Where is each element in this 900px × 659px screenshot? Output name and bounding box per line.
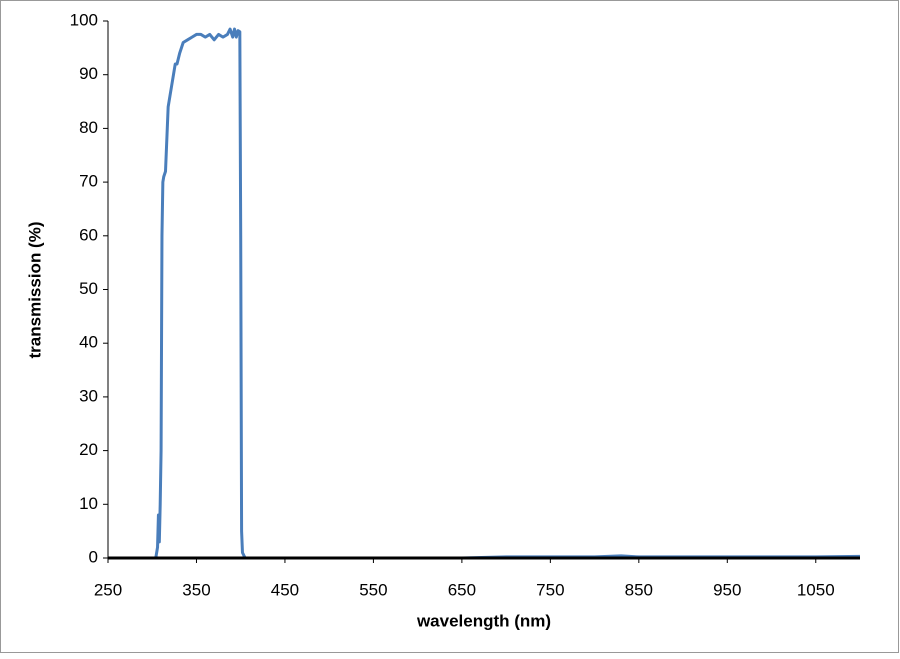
y-tick-label: 70 bbox=[79, 172, 98, 191]
x-tick-label: 550 bbox=[359, 580, 387, 599]
x-tick-label: 1050 bbox=[797, 580, 835, 599]
x-tick-label: 450 bbox=[271, 580, 299, 599]
x-tick-label: 750 bbox=[536, 580, 564, 599]
y-tick-label: 10 bbox=[79, 494, 98, 513]
y-tick-label: 0 bbox=[89, 547, 98, 566]
x-tick-label: 650 bbox=[448, 580, 476, 599]
x-tick-label: 950 bbox=[713, 580, 741, 599]
x-axis-label: wavelength (nm) bbox=[416, 611, 551, 630]
y-tick-label: 90 bbox=[79, 64, 98, 83]
y-axis-label: transmission (%) bbox=[25, 222, 44, 359]
x-tick-label: 850 bbox=[625, 580, 653, 599]
y-tick-label: 50 bbox=[79, 279, 98, 298]
y-tick-label: 30 bbox=[79, 386, 98, 405]
y-tick-label: 60 bbox=[79, 225, 98, 244]
x-tick-label: 350 bbox=[182, 580, 210, 599]
x-tick-label: 250 bbox=[94, 580, 122, 599]
y-tick-label: 80 bbox=[79, 118, 98, 137]
y-tick-label: 40 bbox=[79, 333, 98, 352]
y-tick-label: 20 bbox=[79, 440, 98, 459]
y-tick-label: 100 bbox=[70, 10, 98, 29]
